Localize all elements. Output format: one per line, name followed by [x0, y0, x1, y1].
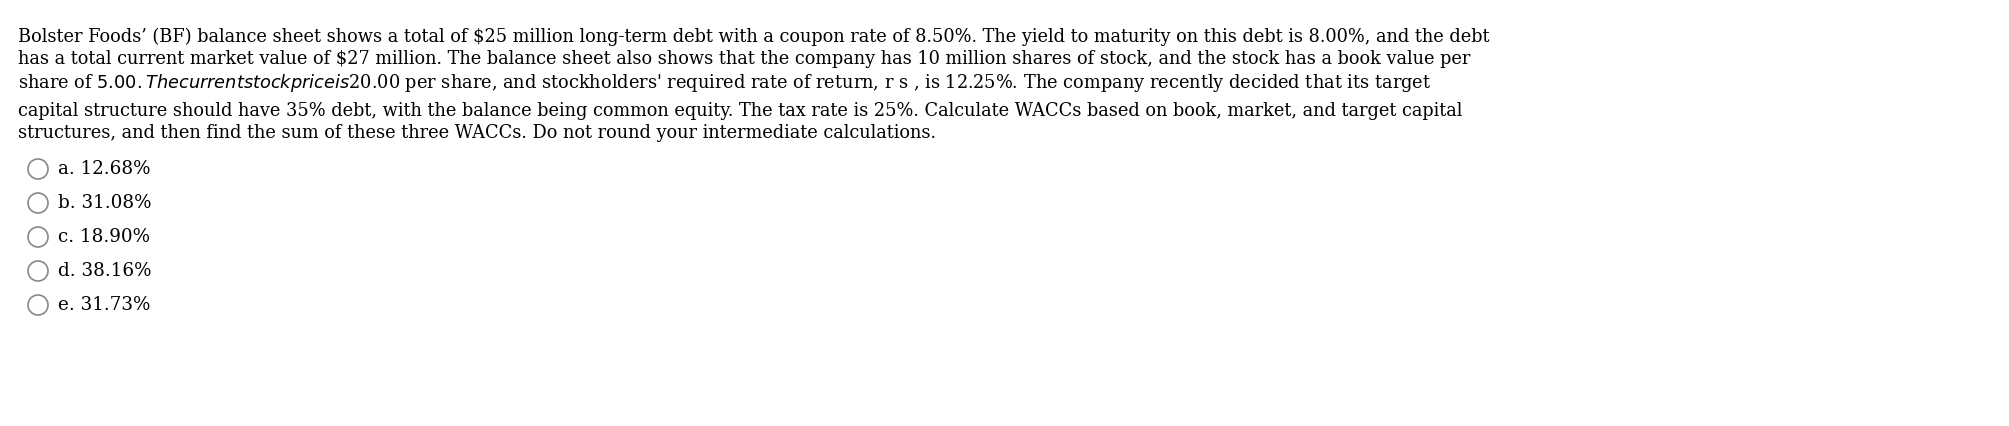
- Text: structures, and then find the sum of these three WACCs. Do not round your interm: structures, and then find the sum of the…: [18, 124, 936, 142]
- Text: Bolster Foods’ (BF) balance sheet shows a total of $25 million long-term debt wi: Bolster Foods’ (BF) balance sheet shows …: [18, 28, 1489, 46]
- Text: c. 18.90%: c. 18.90%: [58, 228, 151, 246]
- Text: a. 12.68%: a. 12.68%: [58, 160, 151, 178]
- Text: capital structure should have 35% debt, with the balance being common equity. Th: capital structure should have 35% debt, …: [18, 102, 1463, 120]
- Text: b. 31.08%: b. 31.08%: [58, 194, 151, 212]
- Text: e. 31.73%: e. 31.73%: [58, 296, 151, 314]
- Text: d. 38.16%: d. 38.16%: [58, 262, 151, 280]
- Text: has a total current market value of $27 million. The balance sheet also shows th: has a total current market value of $27 …: [18, 50, 1471, 68]
- Text: share of $5.00. The current stock price is $20.00 per share, and stockholders' r: share of $5.00. The current stock price …: [18, 72, 1430, 94]
